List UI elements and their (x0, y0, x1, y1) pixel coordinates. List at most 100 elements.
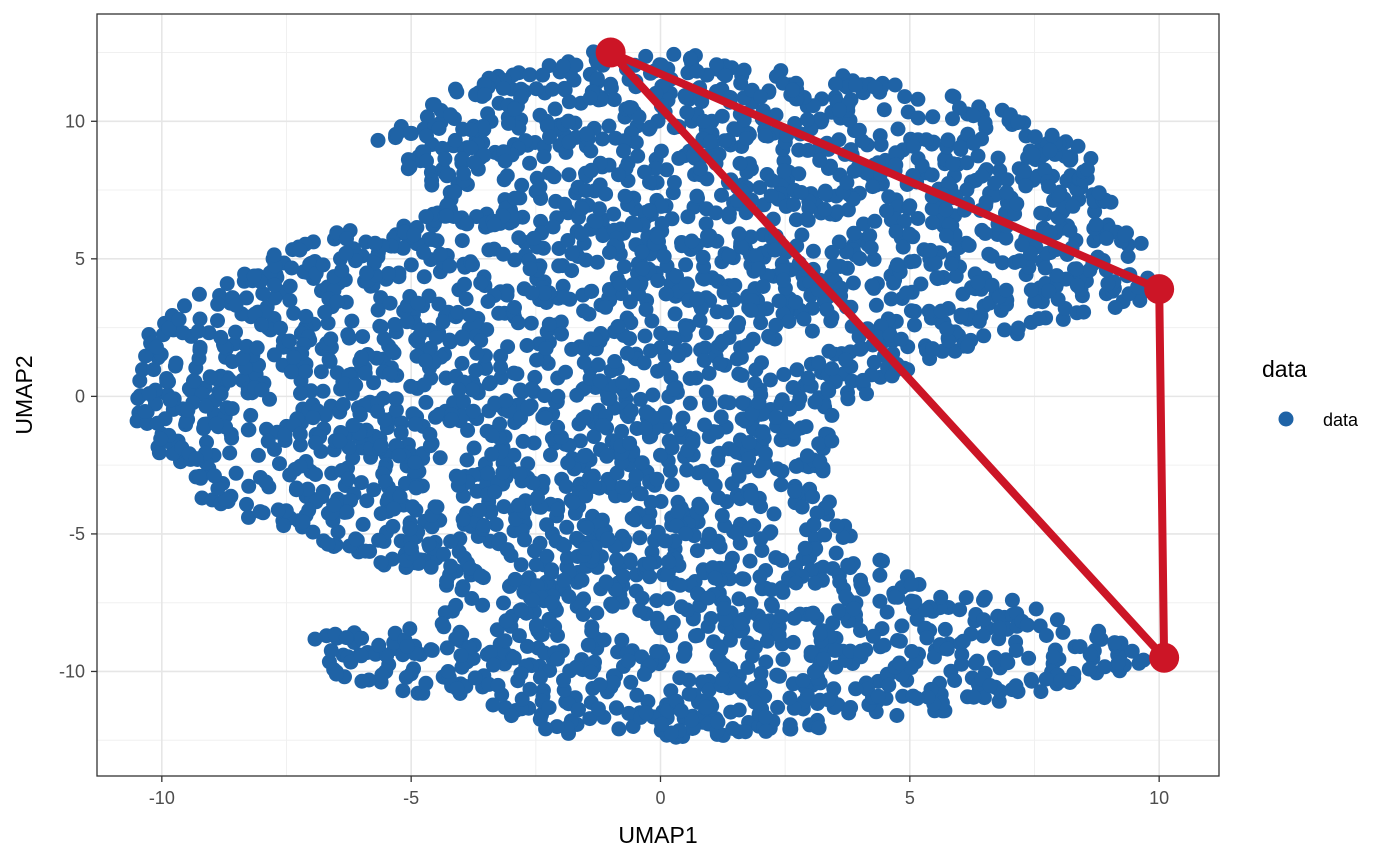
data-point (590, 701, 606, 717)
x-tick-label: 0 (655, 788, 665, 808)
data-point (678, 257, 694, 273)
data-point (499, 542, 515, 558)
data-point (1004, 592, 1020, 608)
data-point (898, 285, 914, 301)
data-point (339, 231, 354, 247)
data-point (888, 157, 904, 173)
data-point (513, 557, 529, 573)
data-point (929, 270, 945, 285)
data-point (809, 505, 825, 521)
data-point (788, 458, 804, 474)
data-point (374, 667, 390, 683)
triangle-edges (606, 48, 1169, 662)
data-point (741, 451, 757, 467)
data-point (632, 603, 648, 618)
data-point (506, 447, 522, 463)
data-point (467, 670, 483, 686)
data-point (373, 319, 389, 335)
data-point (587, 331, 603, 347)
data-point (575, 607, 591, 622)
data-point (889, 257, 905, 273)
data-point (731, 226, 747, 242)
data-point (466, 440, 482, 456)
data-point (887, 77, 903, 93)
data-point (768, 317, 784, 333)
data-point (292, 426, 308, 442)
data-point (620, 653, 636, 669)
data-point (831, 102, 847, 118)
data-point (270, 502, 286, 518)
data-point (727, 676, 743, 692)
data-point (941, 333, 957, 349)
data-point (388, 402, 404, 418)
data-point (531, 180, 547, 196)
data-point (667, 306, 683, 322)
data-point (334, 262, 350, 278)
data-point (393, 425, 409, 441)
data-point (247, 306, 263, 322)
data-point (766, 506, 782, 522)
data-point (348, 377, 364, 393)
data-point (382, 295, 398, 311)
data-point (622, 100, 637, 115)
data-point (919, 630, 935, 646)
data-point (514, 177, 530, 193)
data-point (1097, 659, 1113, 675)
data-point (776, 367, 792, 382)
data-point (903, 303, 919, 319)
data-point (728, 319, 744, 335)
data-point (574, 572, 590, 588)
data-point (524, 285, 540, 301)
legend-title: data (1262, 356, 1307, 382)
data-point (541, 316, 557, 332)
x-axis-ticks: -10 -5 0 5 10 (149, 776, 1169, 808)
data-point (893, 331, 909, 347)
data-point (555, 58, 571, 74)
data-point (485, 697, 501, 713)
data-point (716, 601, 732, 616)
data-point (807, 575, 823, 591)
data-point (782, 401, 798, 417)
data-point (282, 467, 298, 483)
data-point (717, 133, 733, 149)
data-point (827, 642, 843, 658)
data-point (439, 640, 455, 656)
data-point (945, 111, 960, 127)
data-point (283, 364, 299, 380)
data-point (598, 574, 614, 590)
data-point (450, 304, 466, 320)
data-point (407, 416, 423, 432)
data-point (426, 97, 442, 113)
data-point (506, 650, 522, 666)
data-point (1041, 179, 1057, 195)
data-point (328, 666, 344, 682)
data-point (338, 630, 354, 646)
data-point (498, 613, 514, 629)
data-point (719, 304, 735, 320)
data-point (812, 111, 828, 127)
data-point (373, 506, 389, 522)
data-point (343, 493, 359, 509)
data-point (889, 708, 905, 723)
data-point (997, 322, 1012, 338)
data-point (491, 305, 507, 321)
data-point (742, 553, 758, 569)
data-point (435, 314, 451, 330)
data-point (689, 63, 705, 79)
data-point (971, 313, 987, 329)
data-point (710, 714, 726, 730)
data-point (602, 245, 617, 260)
data-point (456, 165, 472, 181)
data-point (536, 645, 552, 661)
data-point (631, 109, 647, 125)
y-axis-title: UMAP2 (11, 355, 37, 434)
data-point (370, 302, 386, 318)
data-point (696, 271, 712, 287)
data-point (439, 573, 455, 589)
data-point (785, 634, 801, 650)
data-point (522, 261, 538, 277)
data-point (666, 175, 682, 190)
data-point (799, 112, 815, 128)
data-point (545, 81, 560, 97)
data-point (243, 407, 259, 423)
